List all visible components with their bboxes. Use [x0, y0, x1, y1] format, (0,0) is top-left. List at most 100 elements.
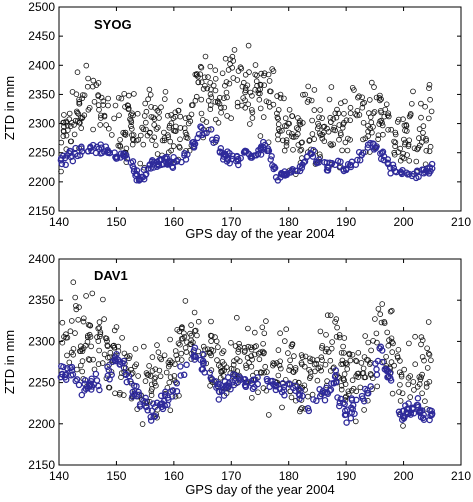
data-point — [154, 161, 162, 169]
data-point — [113, 155, 121, 162]
data-point — [67, 364, 74, 372]
data-point — [353, 388, 360, 395]
data-point — [292, 387, 299, 395]
data-point — [413, 401, 421, 409]
data-point — [410, 379, 417, 385]
data-point — [153, 399, 161, 407]
data-point — [78, 125, 84, 131]
data-point — [104, 338, 110, 344]
data-point — [327, 357, 334, 364]
data-point — [83, 62, 90, 69]
data-point — [306, 96, 312, 103]
data-point — [140, 141, 147, 148]
data-point — [173, 352, 180, 359]
data-point — [117, 150, 125, 157]
data-point — [163, 153, 170, 161]
data-point — [135, 391, 143, 399]
data-point — [178, 350, 185, 357]
data-point — [151, 122, 158, 128]
data-point — [351, 87, 357, 93]
data-point — [78, 148, 86, 155]
data-point — [293, 125, 300, 131]
data-point — [364, 387, 371, 394]
data-point — [132, 363, 138, 370]
data-point — [260, 385, 267, 391]
data-point — [242, 97, 248, 104]
data-point — [63, 152, 71, 159]
data-point — [103, 122, 109, 128]
data-point — [125, 372, 133, 380]
data-point — [216, 362, 222, 369]
data-point — [66, 359, 73, 366]
data-point — [104, 342, 111, 349]
data-point — [406, 113, 413, 120]
data-point — [288, 394, 295, 401]
data-point — [271, 164, 279, 172]
chart-title: SYOG — [94, 17, 132, 32]
data-point — [74, 69, 81, 75]
data-point — [370, 110, 377, 117]
data-point — [147, 129, 153, 136]
data-point — [147, 413, 154, 421]
data-point — [254, 150, 262, 158]
data-point — [190, 347, 198, 354]
data-point — [205, 74, 211, 80]
data-point — [155, 349, 162, 356]
data-point — [355, 94, 361, 101]
data-point — [183, 349, 190, 355]
data-point — [195, 318, 202, 325]
data-point — [407, 373, 414, 379]
data-point — [318, 354, 325, 361]
data-point — [70, 279, 77, 286]
data-point — [327, 312, 334, 319]
data-point — [153, 126, 160, 132]
data-point — [198, 110, 205, 117]
data-point — [197, 123, 204, 130]
data-point — [72, 294, 78, 301]
data-point — [285, 350, 291, 356]
data-point — [355, 374, 362, 380]
data-point — [426, 416, 433, 424]
data-point — [192, 353, 200, 361]
data-point — [425, 115, 432, 122]
data-point — [192, 328, 198, 334]
data-point — [86, 357, 93, 363]
data-point — [265, 71, 272, 78]
data-point — [73, 303, 79, 309]
data-point — [212, 76, 219, 82]
data-point — [95, 102, 102, 108]
data-point — [368, 347, 374, 354]
data-point — [263, 98, 270, 105]
data-point — [378, 319, 385, 326]
data-point — [283, 326, 290, 333]
data-point — [136, 403, 144, 410]
data-point — [423, 136, 429, 142]
data-point — [385, 342, 392, 349]
data-point — [90, 83, 96, 90]
data-point — [311, 361, 318, 368]
data-point — [188, 322, 194, 328]
data-point — [399, 390, 406, 397]
data-point — [369, 375, 376, 382]
data-point — [158, 356, 165, 363]
data-point — [397, 381, 403, 388]
data-point — [221, 95, 227, 101]
data-point — [76, 100, 83, 107]
data-point — [205, 346, 211, 353]
data-point — [305, 83, 312, 90]
data-point — [272, 386, 280, 394]
data-point — [283, 137, 290, 143]
data-point — [407, 394, 414, 400]
y-tick-label: 2150 — [28, 204, 55, 218]
data-point — [330, 379, 337, 387]
data-point — [340, 343, 346, 350]
data-point — [316, 386, 323, 393]
data-point — [215, 120, 222, 126]
data-point — [338, 349, 345, 356]
y-tick-label: 2150 — [28, 458, 55, 472]
data-point — [406, 158, 413, 164]
data-point — [106, 125, 112, 132]
data-point — [347, 414, 355, 422]
data-point — [148, 407, 156, 414]
data-point — [164, 394, 172, 401]
